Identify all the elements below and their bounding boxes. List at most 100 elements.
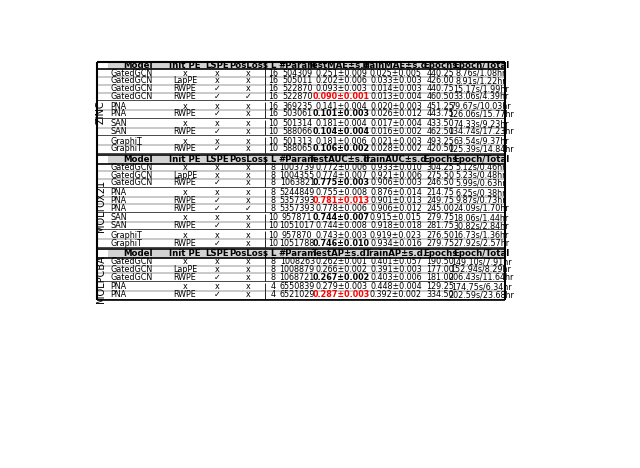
- Text: ZINC: ZINC: [95, 100, 106, 124]
- Text: x: x: [246, 290, 251, 299]
- Text: 202.59s/23.68hr: 202.59s/23.68hr: [448, 290, 514, 299]
- Text: 10: 10: [268, 119, 278, 128]
- Bar: [108, 62, 505, 69]
- Text: x: x: [246, 221, 251, 230]
- Text: 462.50: 462.50: [426, 127, 454, 136]
- Text: 0.915±0.015: 0.915±0.015: [370, 213, 422, 222]
- Text: ✓: ✓: [214, 239, 221, 248]
- Text: 16: 16: [268, 102, 278, 110]
- Text: GatedGCN: GatedGCN: [110, 171, 152, 180]
- Text: 10: 10: [268, 127, 278, 136]
- Text: 0.744±0.008: 0.744±0.008: [316, 221, 367, 230]
- Text: PosLoss: PosLoss: [229, 249, 268, 258]
- Text: L: L: [270, 155, 276, 164]
- Text: 8: 8: [271, 273, 275, 282]
- Text: 0.267±0.002: 0.267±0.002: [313, 273, 370, 282]
- Text: x: x: [246, 282, 251, 292]
- Text: x: x: [246, 178, 251, 187]
- Text: SAN: SAN: [110, 119, 127, 128]
- Text: 0.401±0.057: 0.401±0.057: [370, 257, 422, 266]
- Text: GatedGCN: GatedGCN: [110, 69, 152, 78]
- Text: Model: Model: [123, 249, 152, 258]
- Text: PNA: PNA: [110, 282, 126, 292]
- Text: x: x: [246, 239, 251, 248]
- Text: 501313: 501313: [282, 137, 312, 146]
- Text: 16: 16: [268, 84, 278, 93]
- Text: 1003739: 1003739: [280, 163, 315, 172]
- Text: 0.781±0.013: 0.781±0.013: [313, 196, 370, 205]
- Text: TestMAE±s.d.: TestMAE±s.d.: [308, 61, 374, 70]
- Text: 505011: 505011: [282, 76, 312, 86]
- Text: x: x: [182, 119, 188, 128]
- Text: 440.75: 440.75: [426, 84, 454, 93]
- Text: ✓: ✓: [245, 204, 252, 212]
- Text: RWPE: RWPE: [173, 144, 196, 154]
- Text: RWPE: RWPE: [173, 92, 196, 101]
- Text: 0.901±0.013: 0.901±0.013: [370, 196, 422, 205]
- Text: 0.391±0.003: 0.391±0.003: [370, 265, 422, 274]
- Text: 8: 8: [271, 257, 275, 266]
- Text: 125.39s/14.84hr: 125.39s/14.84hr: [448, 144, 514, 154]
- Text: RWPE: RWPE: [173, 110, 196, 118]
- Text: 433.50: 433.50: [426, 119, 454, 128]
- Text: Epochs: Epochs: [423, 249, 458, 258]
- Text: ✓: ✓: [214, 290, 221, 299]
- Text: GatedGCN: GatedGCN: [110, 92, 152, 101]
- Text: x: x: [246, 119, 251, 128]
- Text: TrainMAE±s.d.: TrainMAE±s.d.: [361, 61, 431, 70]
- Text: 8: 8: [271, 171, 275, 180]
- Text: 0.906±0.012: 0.906±0.012: [370, 204, 422, 212]
- Text: 16: 16: [268, 92, 278, 101]
- Text: x: x: [215, 102, 220, 110]
- Text: L: L: [270, 61, 276, 70]
- Text: 18.06s/1.44hr: 18.06s/1.44hr: [453, 213, 509, 222]
- Text: ✓: ✓: [214, 204, 221, 212]
- Text: 0.774±0.007: 0.774±0.007: [316, 171, 367, 180]
- Text: 0.906±0.003: 0.906±0.003: [370, 178, 422, 187]
- Text: PNA: PNA: [110, 204, 126, 212]
- Text: x: x: [215, 69, 220, 78]
- Text: PosLoss: PosLoss: [229, 155, 268, 164]
- Text: 8: 8: [271, 178, 275, 187]
- Text: TrainAUC±s.d.: TrainAUC±s.d.: [362, 155, 430, 164]
- Text: 5357393: 5357393: [280, 196, 315, 205]
- Text: LapPE: LapPE: [173, 76, 197, 86]
- Text: 177.00: 177.00: [426, 265, 454, 274]
- Text: x: x: [246, 127, 251, 136]
- Text: x: x: [182, 163, 188, 172]
- Text: #Param: #Param: [278, 61, 316, 70]
- Text: 420.50: 420.50: [426, 144, 454, 154]
- Text: 0.033±0.003: 0.033±0.003: [370, 76, 422, 86]
- Text: 10: 10: [268, 137, 278, 146]
- Text: x: x: [215, 282, 220, 292]
- Text: 0.104±0.004: 0.104±0.004: [313, 127, 370, 136]
- Text: 503061: 503061: [282, 110, 312, 118]
- Text: 5.23s/0.48hr: 5.23s/0.48hr: [456, 171, 506, 180]
- Text: 304.25: 304.25: [426, 163, 454, 172]
- Text: 276.50: 276.50: [426, 231, 454, 240]
- Text: x: x: [182, 257, 188, 266]
- Text: GatedGCN: GatedGCN: [110, 257, 152, 266]
- Text: 0.934±0.016: 0.934±0.016: [370, 239, 422, 248]
- Text: 0.918±0.018: 0.918±0.018: [370, 221, 422, 230]
- Text: PNA: PNA: [110, 188, 126, 197]
- Text: 0.921±0.006: 0.921±0.006: [370, 171, 422, 180]
- Text: x: x: [246, 188, 251, 197]
- Text: 0.026±0.012: 0.026±0.012: [370, 110, 422, 118]
- Text: PNA: PNA: [110, 102, 126, 110]
- Text: 63.54s/9.37hr: 63.54s/9.37hr: [453, 137, 509, 146]
- Text: 190.50: 190.50: [426, 257, 454, 266]
- Text: 6521029: 6521029: [280, 290, 315, 299]
- Text: 5244849: 5244849: [280, 188, 315, 197]
- Text: 30.82s/2.84hr: 30.82s/2.84hr: [453, 221, 509, 230]
- Text: 0.778±0.006: 0.778±0.006: [316, 204, 367, 212]
- Text: GraphiT: GraphiT: [110, 137, 142, 146]
- Text: 134.74s/17.23hr: 134.74s/17.23hr: [448, 127, 514, 136]
- Text: 5357393: 5357393: [280, 204, 315, 212]
- Text: 16: 16: [268, 69, 278, 78]
- Text: ✓: ✓: [214, 178, 221, 187]
- Text: x: x: [246, 76, 251, 86]
- Text: ✓: ✓: [245, 92, 252, 101]
- Text: 1051017: 1051017: [280, 221, 315, 230]
- Text: x: x: [246, 144, 251, 154]
